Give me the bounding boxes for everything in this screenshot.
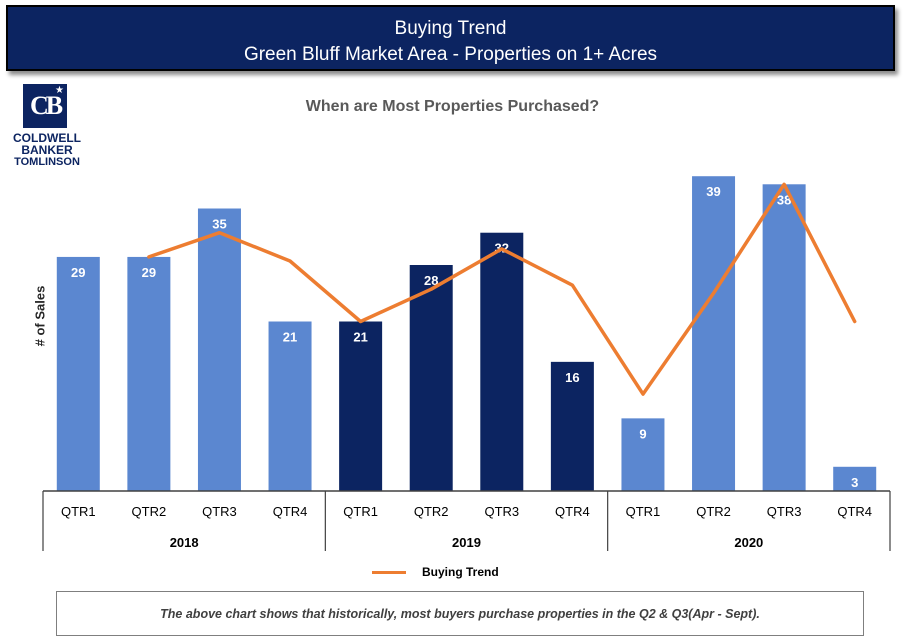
x-tick-label: QTR4 bbox=[273, 504, 308, 519]
logo-line-3: TOMLINSON bbox=[14, 156, 80, 168]
bar-value-label: 3 bbox=[851, 475, 858, 490]
legend-line-swatch bbox=[372, 570, 406, 574]
banner-subtitle: Green Bluff Market Area - Properties on … bbox=[243, 44, 658, 65]
banner-title: Buying Trend bbox=[394, 18, 507, 39]
x-group-label: 2018 bbox=[170, 535, 199, 550]
x-group-label: 2019 bbox=[452, 535, 481, 550]
bar-value-label: 29 bbox=[71, 265, 85, 280]
bar bbox=[550, 361, 594, 491]
x-tick-label: QTR3 bbox=[484, 504, 519, 519]
bar-value-label: 38 bbox=[777, 192, 791, 207]
footer-note: The above chart shows that historically,… bbox=[56, 591, 864, 636]
bar bbox=[621, 418, 665, 491]
bar bbox=[56, 256, 100, 491]
star-icon: ★ bbox=[55, 85, 64, 96]
company-logo: CB ★ COLDWELL BANKER TOMLINSON bbox=[6, 84, 88, 168]
logo-line-1: COLDWELL bbox=[13, 131, 81, 145]
legend: Buying Trend bbox=[372, 563, 499, 581]
x-tick-label: QTR1 bbox=[343, 504, 378, 519]
bar bbox=[480, 232, 524, 491]
bar bbox=[692, 176, 736, 491]
bar-value-label: 16 bbox=[565, 370, 579, 385]
trend-line bbox=[147, 182, 857, 396]
x-group-label: 2020 bbox=[734, 535, 763, 550]
bar-value-label: 21 bbox=[353, 330, 367, 345]
x-tick-label: QTR3 bbox=[767, 504, 802, 519]
bar-value-label: 9 bbox=[639, 426, 646, 441]
bar bbox=[762, 184, 806, 492]
logo-monogram: CB bbox=[29, 91, 63, 120]
bar bbox=[833, 466, 877, 491]
x-tick-label: QTR1 bbox=[626, 504, 661, 519]
x-tick-label: QTR1 bbox=[61, 504, 96, 519]
bar-value-label: 35 bbox=[212, 217, 226, 232]
title-banner: Buying Trend Green Bluff Market Area - P… bbox=[6, 5, 895, 71]
bar bbox=[268, 321, 312, 491]
x-tick-label: QTR4 bbox=[837, 504, 872, 519]
logo-mark: CB ★ bbox=[23, 84, 67, 128]
logo-line-2: BANKER bbox=[21, 143, 73, 157]
x-tick-label: QTR2 bbox=[696, 504, 731, 519]
bar-value-label: 39 bbox=[706, 184, 720, 199]
logo-wordmark: COLDWELL BANKER TOMLINSON bbox=[6, 132, 88, 168]
bar-value-label: 29 bbox=[142, 265, 156, 280]
bar bbox=[197, 208, 241, 491]
legend-label: Buying Trend bbox=[422, 565, 499, 579]
bar bbox=[339, 321, 383, 491]
x-tick-label: QTR4 bbox=[555, 504, 590, 519]
x-tick-label: QTR2 bbox=[132, 504, 167, 519]
chart-title: When are Most Properties Purchased? bbox=[305, 98, 600, 115]
bar-value-label: 21 bbox=[283, 330, 297, 345]
footer-note-text: The above chart shows that historically,… bbox=[160, 606, 760, 621]
x-tick-label: QTR2 bbox=[414, 504, 449, 519]
bar bbox=[127, 256, 171, 491]
x-tick-label: QTR3 bbox=[202, 504, 237, 519]
bar-value-label: 28 bbox=[424, 273, 438, 288]
bar bbox=[409, 265, 453, 491]
